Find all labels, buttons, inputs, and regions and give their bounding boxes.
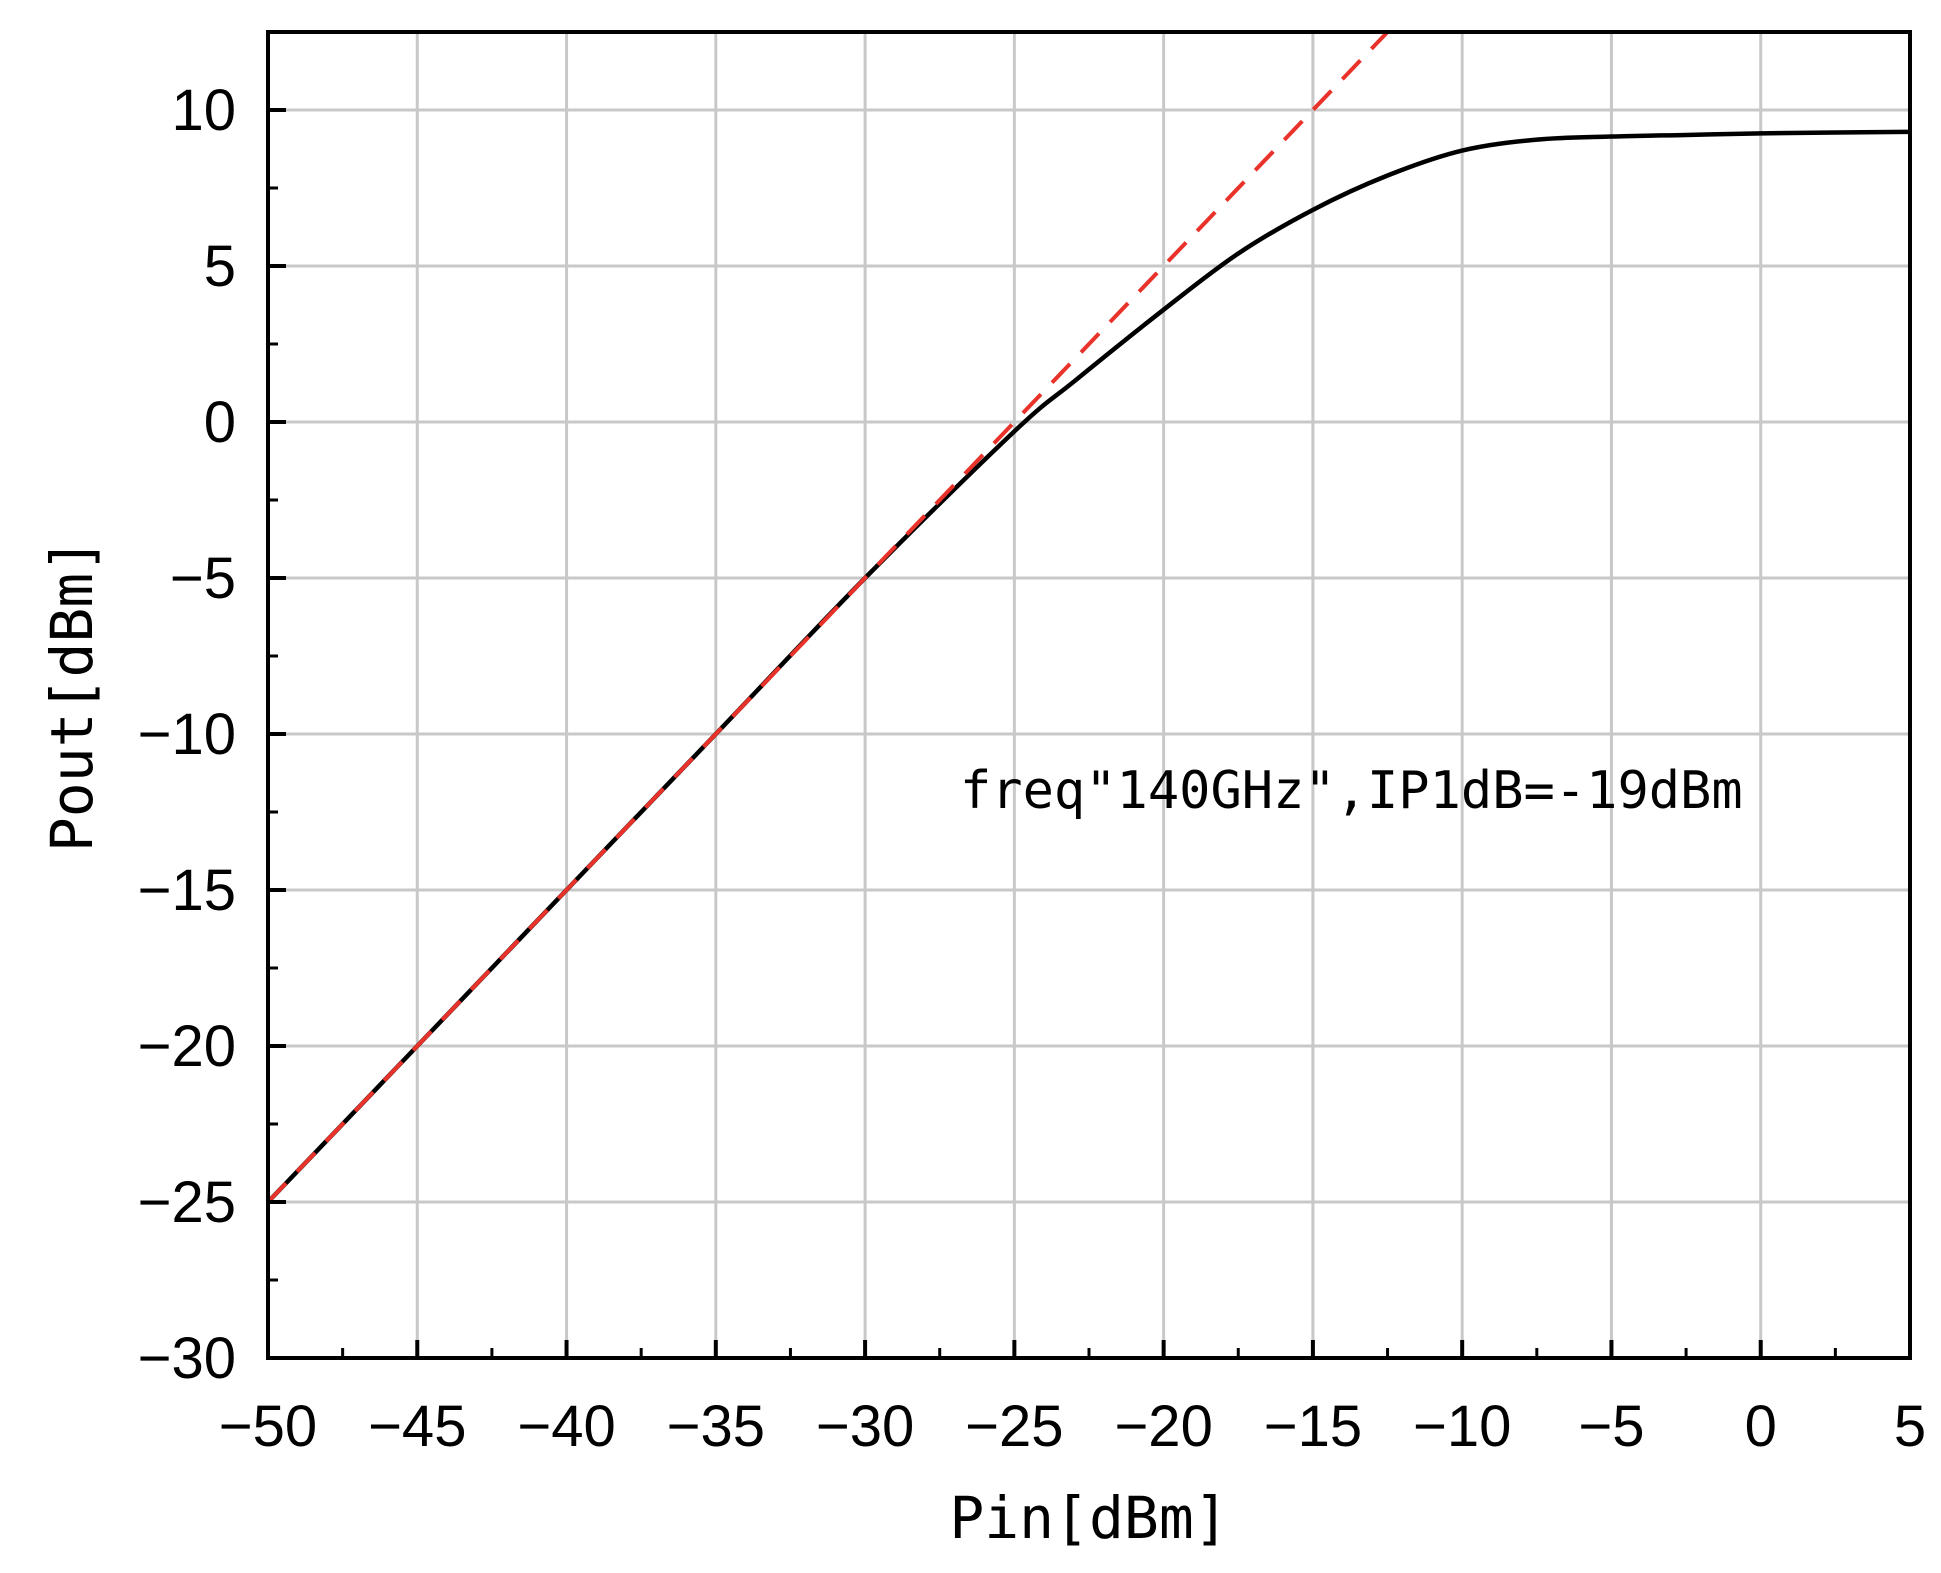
y-tick-label: −10 (138, 702, 236, 767)
x-tick-label: −30 (816, 1394, 914, 1459)
series-layer (266, 30, 1911, 1204)
plot-frame (266, 30, 1912, 1360)
y-tick-label: −25 (138, 1170, 236, 1235)
y-axis-title: Pout[dBm] (38, 538, 106, 852)
x-axis-title: Pin[dBm] (949, 1484, 1228, 1552)
y-tick-label: −20 (138, 1014, 236, 1079)
x-tick-label: −10 (1413, 1394, 1511, 1459)
x-tick-label: −50 (219, 1394, 317, 1459)
x-tick-label: −35 (667, 1394, 765, 1459)
y-tick-label: 0 (204, 390, 236, 455)
y-tick-label: 5 (204, 234, 236, 299)
tick-marks (266, 30, 1912, 1360)
y-tick-label: −15 (138, 858, 236, 923)
x-tick-label: −45 (368, 1394, 466, 1459)
x-tick-label: −15 (1264, 1394, 1362, 1459)
x-tick-label: −20 (1114, 1394, 1212, 1459)
x-tick-label: −25 (965, 1394, 1063, 1459)
y-tick-label: −5 (170, 546, 236, 611)
y-tick-labels: −30 −25 −20 −15 −10 −5 0 5 10 (138, 78, 236, 1391)
x-tick-label: −40 (517, 1394, 615, 1459)
grid (268, 32, 1910, 1358)
dashed-series-line (266, 30, 1389, 1204)
y-tick-label: 10 (171, 78, 236, 143)
x-tick-labels: −50 −45 −40 −35 −30 −25 −20 −15 −10 −5 0 5 (219, 1394, 1926, 1459)
x-tick-label: 5 (1894, 1394, 1926, 1459)
x-tick-label: −5 (1578, 1394, 1644, 1459)
y-tick-label: −30 (138, 1326, 236, 1391)
x-tick-label: 0 (1745, 1394, 1777, 1459)
annotation-text: freq"140GHz",IP1dB=-19dBm (960, 761, 1743, 821)
solid-series-line (266, 129, 1911, 1204)
